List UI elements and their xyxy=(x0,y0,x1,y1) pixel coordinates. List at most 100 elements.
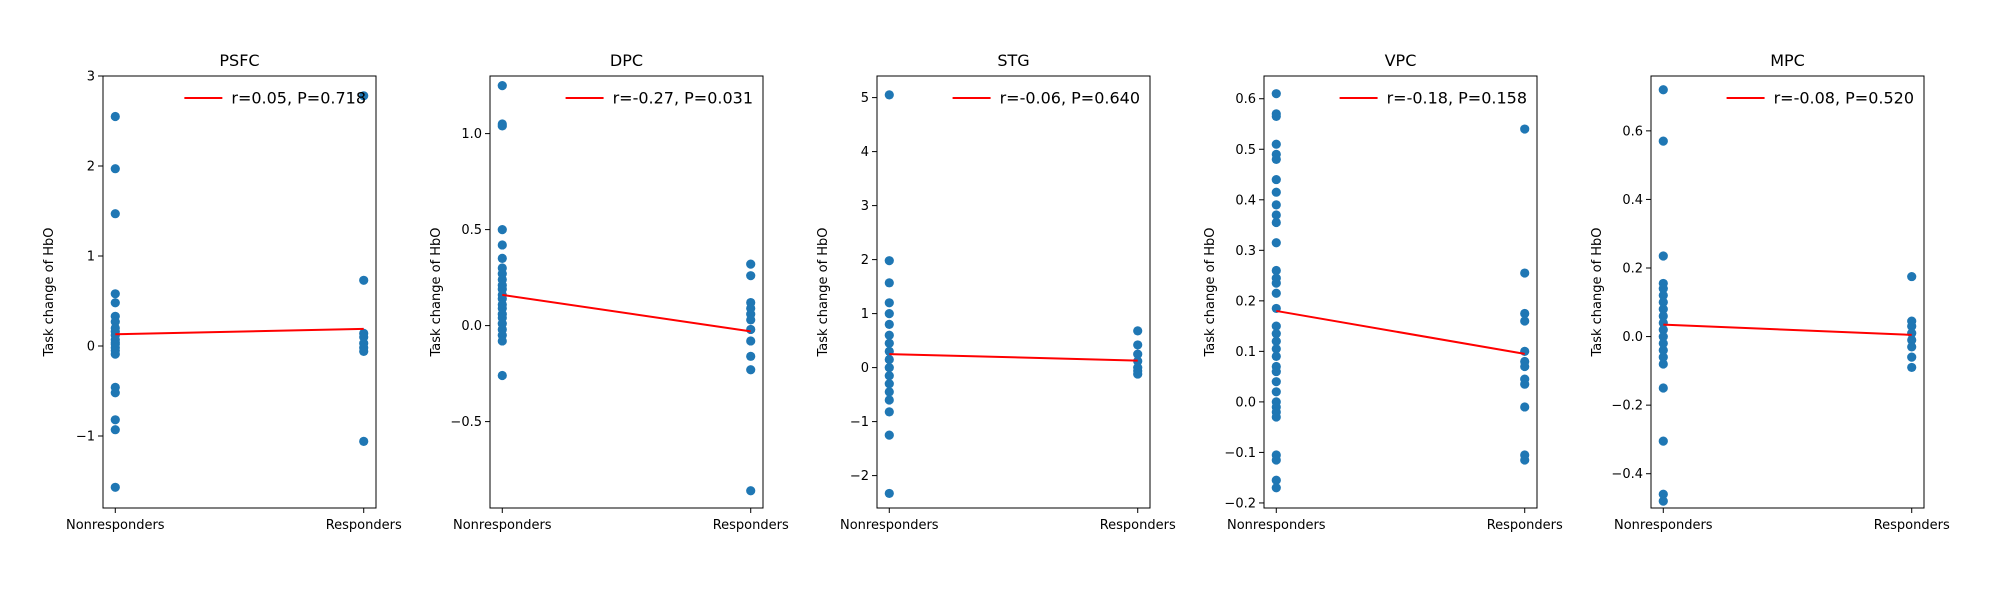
data-point xyxy=(1658,251,1668,261)
data-point xyxy=(359,275,369,285)
data-point xyxy=(1271,344,1281,354)
data-point xyxy=(884,488,894,499)
y-tick-label: 0.6 xyxy=(1622,124,1643,139)
data-point xyxy=(746,271,756,281)
panel-mpc: MPC −0.4 −0.2 0.0 0.2 0.4 0.6 Nonresponders Resp… xyxy=(1590,51,1950,533)
data-point xyxy=(1133,356,1143,366)
y-tick-label: 0.4 xyxy=(1622,193,1643,208)
data-point xyxy=(1658,311,1668,321)
y-tick-label: 2 xyxy=(861,253,869,268)
data-point xyxy=(884,309,894,319)
data-point xyxy=(497,253,507,263)
y-tick-label: 0.5 xyxy=(1235,143,1256,158)
data-point xyxy=(1658,359,1668,369)
data-point xyxy=(1658,297,1668,307)
x-tick-label: Responders xyxy=(1100,518,1176,533)
y-tick-label: 0.4 xyxy=(1235,193,1256,208)
data-point xyxy=(884,298,894,308)
data-point xyxy=(1271,321,1281,331)
data-point xyxy=(1271,387,1281,397)
fit-line xyxy=(1276,309,1525,355)
data-point xyxy=(1658,489,1668,499)
legend-label: r=-0.06, P=0.640 xyxy=(1000,89,1140,108)
data-point xyxy=(1520,455,1530,465)
data-point xyxy=(110,289,120,299)
data-point xyxy=(359,91,369,101)
data-point xyxy=(497,240,507,250)
y-axis-label: Task change of HbO xyxy=(816,227,831,357)
data-point xyxy=(1271,238,1281,248)
panel-title: PSFC xyxy=(219,51,259,70)
x-tick-label: Nonresponders xyxy=(66,518,165,533)
data-point xyxy=(1658,290,1668,301)
data-point xyxy=(110,164,120,174)
data-point xyxy=(1520,316,1530,326)
x-tick-label: Responders xyxy=(1874,518,1950,533)
data-point xyxy=(1271,351,1281,362)
axes-frame xyxy=(1263,75,1538,509)
legend-label: r=-0.08, P=0.520 xyxy=(1774,89,1914,108)
fit-line xyxy=(1663,323,1912,336)
data-point xyxy=(884,330,894,340)
data-point xyxy=(746,259,756,269)
data-point xyxy=(1658,345,1668,355)
data-point xyxy=(1658,338,1668,349)
y-tick-label: 0 xyxy=(87,340,95,355)
y-axis-label: Task change of HbO xyxy=(1590,227,1605,357)
data-point xyxy=(1520,268,1530,278)
data-point xyxy=(1520,124,1530,134)
data-point xyxy=(1271,111,1281,122)
panel-psfc: PSFC −1 0 1 2 3 Nonresponders Responders Task ch… xyxy=(42,51,402,533)
panel-title: DPC xyxy=(610,51,643,70)
data-point xyxy=(1271,139,1281,149)
data-point xyxy=(497,336,507,346)
legend-label: r=0.05, P=0.718 xyxy=(231,89,366,108)
data-point xyxy=(884,430,894,440)
data-point xyxy=(884,278,894,288)
axes-frame xyxy=(1650,75,1925,509)
y-tick-label: 1.0 xyxy=(461,127,482,142)
data-point xyxy=(1907,335,1917,345)
data-point xyxy=(1658,436,1668,446)
data-point xyxy=(1271,210,1281,220)
data-point xyxy=(746,486,756,496)
data-point xyxy=(1658,325,1668,335)
y-tick-label: 0.1 xyxy=(1235,345,1256,360)
y-tick-label: 2 xyxy=(87,160,95,175)
y-tick-label: −0.2 xyxy=(1224,496,1256,511)
data-point xyxy=(884,354,894,365)
data-point xyxy=(1271,377,1281,387)
data-point xyxy=(1520,379,1530,389)
x-tick-label: Nonresponders xyxy=(1227,518,1326,533)
data-point xyxy=(1907,342,1917,352)
data-point xyxy=(1658,331,1668,342)
data-point xyxy=(1271,174,1281,185)
data-point xyxy=(884,395,894,405)
data-point xyxy=(497,81,507,91)
data-point xyxy=(497,370,507,381)
y-tick-label: 0 xyxy=(861,361,869,376)
y-tick-label: −0.5 xyxy=(450,415,482,430)
data-point xyxy=(1271,336,1281,346)
data-point xyxy=(110,111,120,122)
data-point xyxy=(110,388,120,398)
y-tick-label: 0.0 xyxy=(461,319,482,334)
data-point xyxy=(1271,217,1281,228)
data-point xyxy=(1271,412,1281,422)
y-tick-label: 0.5 xyxy=(461,223,482,238)
data-point xyxy=(110,425,120,435)
data-point xyxy=(1271,366,1281,377)
data-point xyxy=(1907,321,1917,331)
data-point xyxy=(1658,304,1668,314)
data-point xyxy=(497,121,507,131)
data-point xyxy=(1133,340,1143,350)
data-point xyxy=(1271,278,1281,288)
data-point xyxy=(1520,361,1530,372)
data-point xyxy=(1271,265,1281,276)
data-point xyxy=(359,346,369,356)
axes-frame xyxy=(102,75,377,509)
data-point xyxy=(746,324,756,335)
data-point xyxy=(746,315,756,325)
data-point xyxy=(746,351,756,361)
